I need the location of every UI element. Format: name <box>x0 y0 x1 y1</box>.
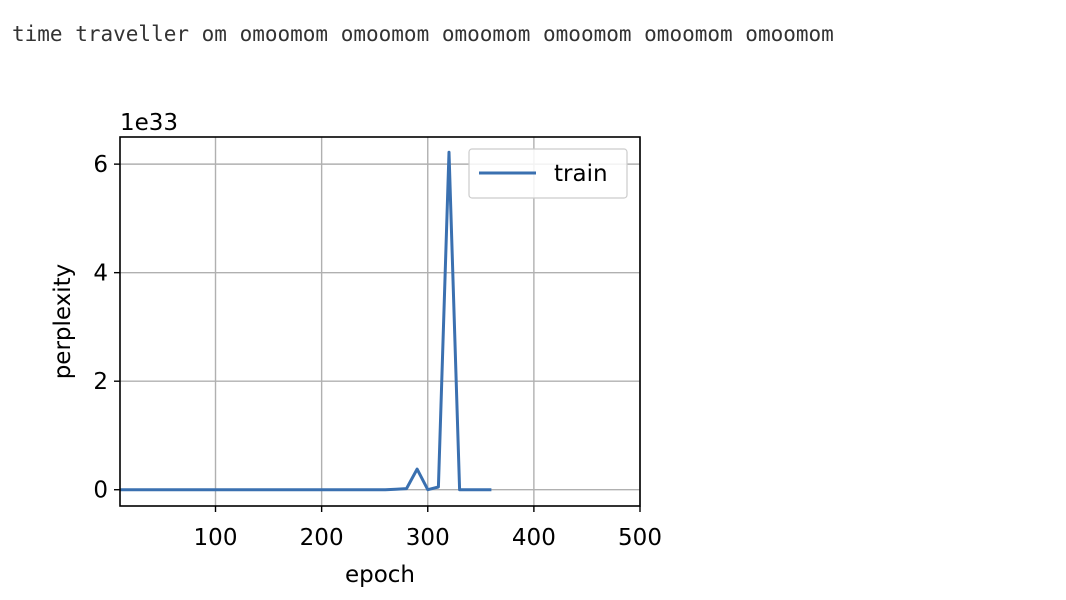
x-tick-label: 200 <box>300 525 344 551</box>
x-axis-label: epoch <box>345 562 415 588</box>
x-tick-label: 300 <box>406 525 450 551</box>
series-lines <box>120 150 492 492</box>
y-tick-label: 6 <box>93 152 108 178</box>
legend-label-train: train <box>554 161 608 187</box>
y-axis-label: perplexity <box>50 264 76 380</box>
x-tick-label: 400 <box>512 525 556 551</box>
legend-box <box>468 148 628 199</box>
x-tick-label: 500 <box>618 525 662 551</box>
y-tick-label: 2 <box>93 369 108 395</box>
series-line-train <box>120 150 492 492</box>
legend: train <box>468 148 628 199</box>
y-tick-label: 4 <box>93 261 108 287</box>
x-tick-label: 100 <box>194 525 238 551</box>
y-tick-label: 0 <box>93 478 108 504</box>
plot-frame <box>119 136 641 507</box>
y-offset-label: 1e33 <box>120 110 178 136</box>
output-text: time traveller om omoomom omoomom omoomo… <box>12 22 834 46</box>
ticks: 100 200 300 400 500 0 2 4 6 <box>93 152 662 551</box>
